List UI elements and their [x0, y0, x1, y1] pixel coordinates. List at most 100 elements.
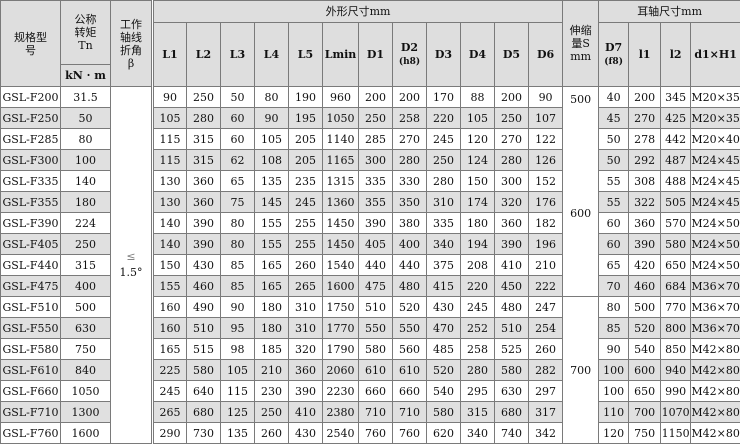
table-cell: 440: [359, 255, 393, 276]
table-cell: 115: [221, 381, 255, 402]
table-cell: 180: [255, 297, 289, 318]
table-cell: 260: [289, 255, 323, 276]
table-cell: 760: [359, 423, 393, 444]
table-cell: 120: [599, 423, 629, 444]
table-cell: 1770: [323, 318, 359, 339]
table-cell: 282: [529, 360, 563, 381]
column-header-label: l2: [670, 48, 682, 61]
table-cell: 150: [461, 171, 495, 192]
column-header-label: D1: [367, 48, 384, 61]
table-cell: GSL-F390: [1, 213, 61, 234]
table-cell: 650: [629, 381, 661, 402]
table-cell: 140: [153, 213, 187, 234]
table-cell: 124: [461, 150, 495, 171]
table-cell: 410: [289, 402, 323, 423]
table-cell: GSL-F285: [1, 129, 61, 150]
column-header: D4: [461, 23, 495, 87]
table-cell: 1540: [323, 255, 359, 276]
stroke-600: 600: [563, 207, 598, 220]
column-header: l1: [629, 23, 661, 87]
table-cell: 285: [359, 129, 393, 150]
table-cell: 80: [255, 87, 289, 108]
column-header: l2: [661, 23, 691, 87]
column-header: D7(f8): [599, 23, 629, 87]
column-header-label: L1: [162, 48, 177, 61]
table-cell: 60: [221, 108, 255, 129]
table-cell: 1050: [323, 108, 359, 129]
table-cell: 45: [599, 108, 629, 129]
table-cell: M24×45: [691, 171, 740, 192]
column-header-label: L2: [196, 48, 211, 61]
table-cell: 180: [461, 213, 495, 234]
table-cell: 1140: [323, 129, 359, 150]
column-header-label: D7: [605, 41, 622, 54]
table-cell: 194: [461, 234, 495, 255]
table-cell: 360: [495, 213, 529, 234]
table-cell: 126: [529, 150, 563, 171]
table-cell: 176: [529, 192, 563, 213]
table-cell: 420: [629, 255, 661, 276]
table-cell: 1315: [323, 171, 359, 192]
column-header-label: D5: [503, 48, 520, 61]
table-cell: 660: [393, 381, 427, 402]
table-cell: 280: [393, 150, 427, 171]
table-cell: 2540: [323, 423, 359, 444]
table-cell: 105: [153, 108, 187, 129]
column-header-label: D2: [401, 41, 418, 54]
table-cell: 375: [427, 255, 461, 276]
column-header: L2: [187, 23, 221, 87]
table-cell: M20×35: [691, 87, 740, 108]
table-cell: 360: [187, 171, 221, 192]
table-cell: M36×70: [691, 276, 740, 297]
table-cell: 80: [221, 213, 255, 234]
table-cell: 292: [629, 150, 661, 171]
table-cell: 50: [599, 150, 629, 171]
table-cell: 1165: [323, 150, 359, 171]
table-cell: 100: [599, 381, 629, 402]
angle-deg: 1.5°: [120, 266, 143, 279]
table-cell: 330: [393, 171, 427, 192]
table-cell: 245: [461, 297, 495, 318]
table-cell: 31.5: [61, 87, 111, 108]
table-cell: 210: [529, 255, 563, 276]
column-header-label: L3: [230, 48, 245, 61]
table-cell: 340: [461, 423, 495, 444]
table-cell: 390: [495, 234, 529, 255]
table-cell: 90: [599, 339, 629, 360]
table-cell: 700: [629, 402, 661, 423]
table-cell: 490: [187, 297, 221, 318]
table-cell: 107: [529, 108, 563, 129]
table-cell: 254: [529, 318, 563, 339]
table-cell: 205: [289, 150, 323, 171]
table-cell: 220: [461, 276, 495, 297]
table-cell: 2230: [323, 381, 359, 402]
table-cell: 335: [427, 213, 461, 234]
table-cell: 250: [61, 234, 111, 255]
table-cell: GSL-F250: [1, 108, 61, 129]
table-cell: 205: [289, 129, 323, 150]
table-cell: M42×80: [691, 402, 740, 423]
table-cell: 680: [495, 402, 529, 423]
column-header: D3: [427, 23, 461, 87]
table-cell: GSL-F510: [1, 297, 61, 318]
table-cell: GSL-F405: [1, 234, 61, 255]
table-cell: 308: [629, 171, 661, 192]
table-cell: 610: [393, 360, 427, 381]
stroke-700: 700: [563, 297, 599, 444]
table-cell: M24×45: [691, 192, 740, 213]
table-cell: GSL-F550: [1, 318, 61, 339]
table-cell: 80: [61, 129, 111, 150]
table-cell: M42×80: [691, 339, 740, 360]
table-cell: 510: [359, 297, 393, 318]
column-header-label: L5: [298, 48, 313, 61]
table-cell: 400: [393, 234, 427, 255]
table-cell: 580: [187, 360, 221, 381]
header-trunnion-dims: 耳轴尺寸mm: [599, 1, 740, 23]
table-cell: 280: [461, 360, 495, 381]
table-cell: 200: [495, 87, 529, 108]
table-cell: 90: [529, 87, 563, 108]
table-cell: 1790: [323, 339, 359, 360]
table-cell: 850: [661, 339, 691, 360]
table-cell: 390: [629, 234, 661, 255]
table-cell: 140: [61, 171, 111, 192]
